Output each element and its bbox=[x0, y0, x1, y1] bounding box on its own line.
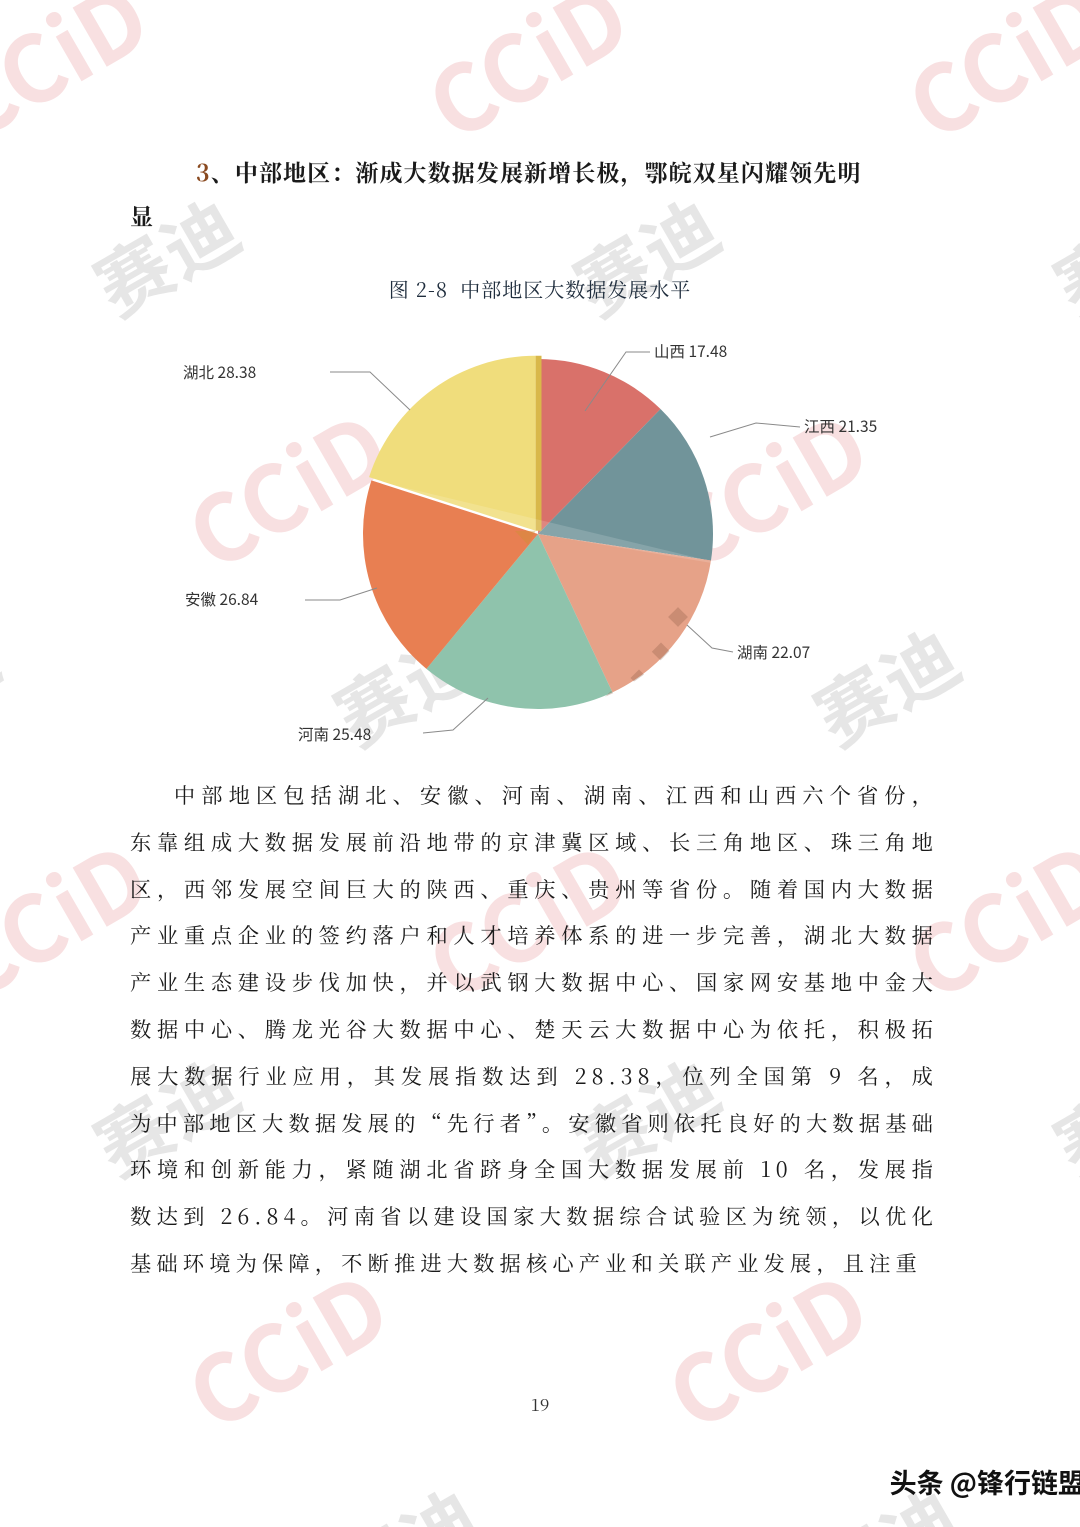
svg-text:江西 21.35: 江西 21.35 bbox=[804, 415, 877, 437]
svg-text:安徽 26.84: 安徽 26.84 bbox=[185, 588, 259, 610]
svg-text:湖南 22.07: 湖南 22.07 bbox=[737, 641, 810, 663]
svg-text:山西 17.48: 山西 17.48 bbox=[654, 340, 727, 362]
svg-text:河南 25.48: 河南 25.48 bbox=[298, 723, 371, 745]
svg-text:湖北 28.38: 湖北 28.38 bbox=[183, 361, 256, 383]
